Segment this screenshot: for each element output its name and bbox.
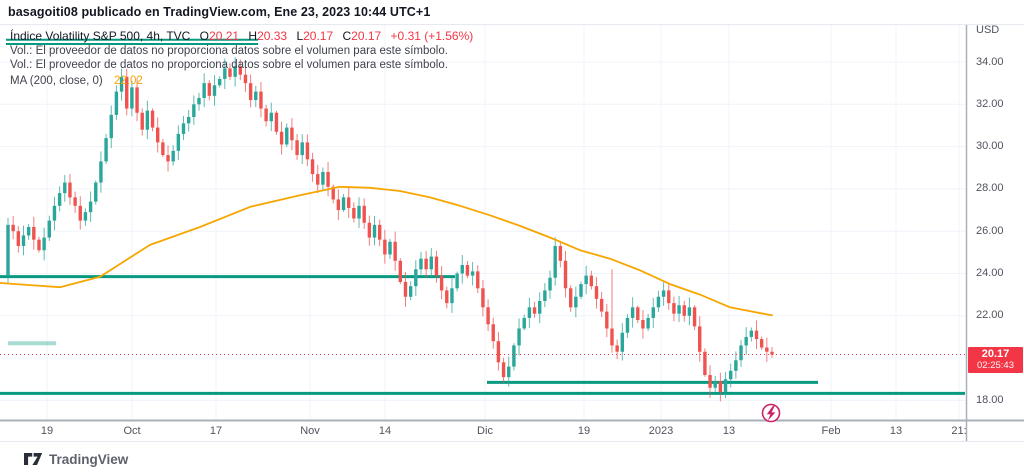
tradingview-logo-text: TradingView	[49, 452, 129, 467]
time-axis-tick: 13	[722, 425, 736, 437]
chart-legend: Índice Volatility S&P 500, 4h, TVC O20.2…	[6, 29, 474, 87]
close-label: C	[342, 29, 352, 43]
price-axis-tick: 24.00	[976, 267, 1004, 279]
price-axis-tick: 30.00	[976, 140, 1004, 153]
axis-borders	[0, 24, 1024, 442]
volume-indicator-row-1[interactable]: Vol.: El proveedor de datos no proporcio…	[10, 44, 448, 57]
price-axis-tick: 28.00	[976, 182, 1004, 195]
time-axis-tick: 2023	[648, 425, 674, 437]
bar-countdown: 02:25:43	[977, 360, 1014, 371]
price-axis-tick: 18.00	[976, 393, 1004, 406]
last-price-tag: 20.17 02:25:43	[968, 347, 1023, 373]
price-axis-tick: 34.00	[976, 55, 1004, 68]
time-axis-tick: 17	[209, 425, 223, 437]
high-label: H	[248, 29, 258, 43]
lightning-idea-marker-icon[interactable]	[761, 403, 781, 423]
time-axis-tick: Nov	[300, 425, 320, 437]
publication-byline: basagoiti08 publicado en TradingView.com…	[8, 5, 431, 19]
candlestick-series	[6, 57, 774, 402]
ma200-line	[0, 185, 773, 317]
ma-indicator-label[interactable]: MA (200, close, 0)	[10, 74, 103, 87]
time-axis-tick: 19	[40, 425, 54, 437]
time-axis-tick: 19	[577, 425, 591, 437]
symbol-underline	[6, 42, 258, 45]
symbol-title[interactable]: Índice Volatility S&P 500, 4h, TVC	[10, 29, 191, 43]
price-axis-tick: 26.00	[976, 224, 1004, 237]
price-axis-tick: 22.00	[976, 309, 1004, 322]
time-axis-tick: Feb	[821, 425, 841, 437]
open-label: O	[199, 29, 210, 43]
time-axis-tick: 13	[889, 425, 903, 437]
ma-indicator-row[interactable]: MA (200, close, 0) 22.02	[10, 73, 473, 87]
horizontal-level-lines[interactable]	[0, 38, 965, 395]
close-value: 20.17	[351, 29, 382, 43]
high-value: 20.33	[257, 29, 288, 43]
open-value: 20.21	[209, 29, 240, 43]
last-price-value: 20.17	[981, 348, 1010, 360]
time-axis-tick: Oct	[123, 425, 141, 437]
tradingview-logo-icon	[24, 452, 43, 465]
legend-symbol-row[interactable]: Índice Volatility S&P 500, 4h, TVC O20.2…	[6, 29, 474, 45]
price-axis-currency: USD	[976, 24, 1000, 36]
price-axis-tick: 32.00	[976, 97, 1004, 110]
volume-indicator-row-2[interactable]: Vol.: El proveedor de datos no proporcio…	[10, 59, 448, 71]
low-value: 20.17	[303, 29, 334, 43]
ma-indicator-value: 22.02	[114, 74, 143, 87]
low-label: L	[296, 29, 304, 43]
time-axis-tick: 21:	[951, 425, 967, 437]
change-value: +0.31 (+1.56%)	[390, 29, 474, 43]
time-axis-tick: 14	[378, 425, 392, 437]
time-axis-tick: Dic	[477, 425, 493, 437]
tradingview-logo[interactable]: TradingView	[24, 452, 128, 467]
